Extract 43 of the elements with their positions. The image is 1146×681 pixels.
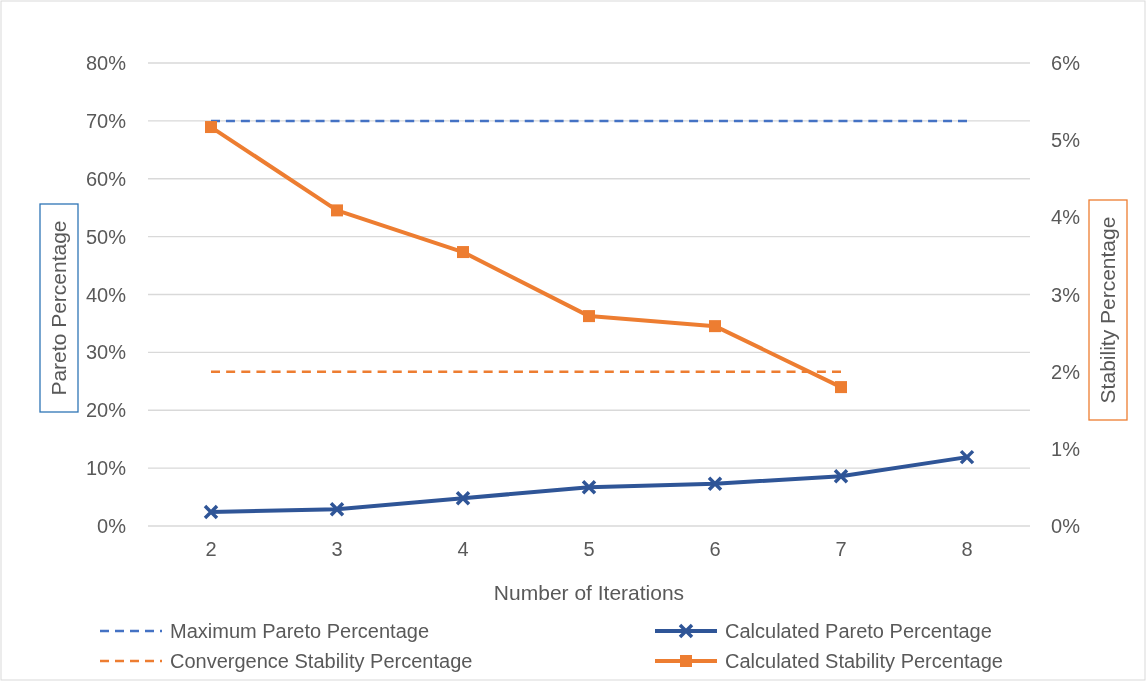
y-tick-label: 10% bbox=[85, 457, 127, 480]
y-tick-label: 50% bbox=[85, 225, 127, 248]
point bbox=[835, 381, 847, 394]
x-tick-label: 2 bbox=[205, 538, 217, 560]
legend-label: Calculated Pareto Percentage bbox=[725, 620, 992, 642]
point bbox=[707, 476, 723, 492]
y2-tick-label: 4% bbox=[1051, 206, 1081, 229]
point bbox=[329, 501, 345, 517]
x-axis-title: Number of Iterations bbox=[493, 581, 685, 604]
y2-tick-label: 0% bbox=[1051, 515, 1081, 537]
point bbox=[331, 204, 343, 217]
y-tick-label: 30% bbox=[85, 341, 127, 364]
point bbox=[583, 310, 595, 323]
legend-label: Convergence Stability Percentage bbox=[170, 650, 473, 672]
x-tick-label: 4 bbox=[457, 538, 469, 560]
point bbox=[709, 320, 721, 333]
y-tick-label: 20% bbox=[85, 399, 127, 422]
y-tick-label: 0% bbox=[97, 515, 127, 537]
legend-label: Maximum Pareto Percentage bbox=[170, 620, 430, 642]
y2-tick-label: 5% bbox=[1051, 129, 1081, 152]
y2-axis-title: Stability Percentage bbox=[1096, 216, 1119, 404]
point bbox=[203, 504, 219, 520]
x-tick-label: 6 bbox=[709, 538, 721, 560]
point bbox=[205, 121, 217, 134]
y2-tick-label: 2% bbox=[1051, 360, 1081, 383]
y-tick-label: 60% bbox=[85, 167, 127, 190]
y-tick-label: 80% bbox=[85, 52, 127, 74]
x-tick-label: 3 bbox=[331, 538, 343, 560]
y-axis-title: Pareto Percentage bbox=[47, 220, 70, 396]
x-tick-label: 8 bbox=[961, 538, 973, 560]
x-tick-label: 7 bbox=[835, 538, 847, 560]
y-tick-label: 70% bbox=[85, 109, 127, 132]
point bbox=[581, 479, 597, 495]
point bbox=[833, 468, 849, 484]
x-tick-label: 5 bbox=[583, 538, 595, 560]
y-tick-label: 40% bbox=[85, 283, 127, 306]
y2-tick-label: 6% bbox=[1051, 52, 1081, 74]
legend-label: Calculated Stability Percentage bbox=[725, 650, 1003, 672]
y2-tick-label: 3% bbox=[1051, 283, 1081, 306]
point bbox=[455, 490, 471, 506]
y2-tick-label: 1% bbox=[1051, 437, 1081, 460]
point bbox=[959, 449, 975, 465]
point bbox=[457, 246, 469, 259]
